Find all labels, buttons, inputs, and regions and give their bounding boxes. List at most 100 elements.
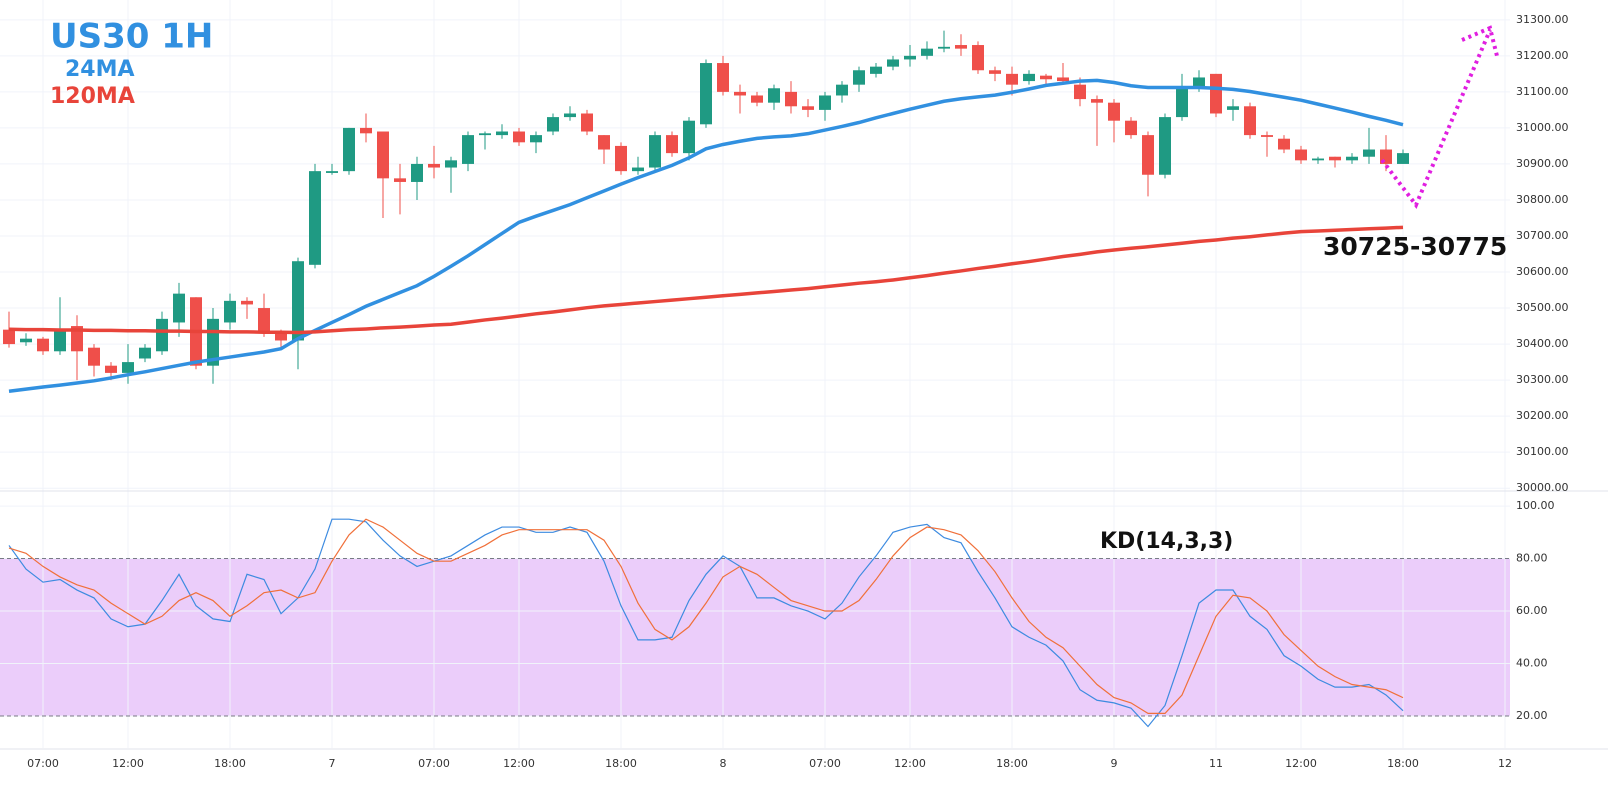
- zone-annotation: 30725-30775: [1323, 232, 1507, 261]
- candle-body: [326, 171, 338, 173]
- x-tick-label: 18:00: [996, 757, 1028, 770]
- candle-body: [37, 338, 49, 352]
- indicator-line: [8, 78, 1404, 394]
- legend-120ma: 120MA: [50, 84, 135, 109]
- candle-body: [1227, 106, 1239, 110]
- y-tick-label: 30100.00: [1516, 445, 1569, 458]
- candle-body: [20, 338, 32, 343]
- candle-body: [853, 70, 865, 85]
- y-tick-label: 40.00: [1516, 657, 1548, 670]
- candle-body: [1057, 77, 1069, 82]
- candle-body: [411, 163, 423, 182]
- x-tick-label: 12:00: [112, 757, 144, 770]
- y-tick-label: 30800.00: [1516, 193, 1569, 206]
- candle-body: [3, 329, 15, 345]
- y-tick-label: 20.00: [1516, 709, 1548, 722]
- candle-body: [224, 300, 236, 323]
- x-tick-label: 8: [720, 757, 727, 770]
- candle-body: [1278, 138, 1290, 150]
- candle-body: [1142, 135, 1154, 175]
- candle-body: [921, 48, 933, 56]
- x-tick-label: 18:00: [605, 757, 637, 770]
- x-tick-label: 7: [329, 757, 336, 770]
- candle-body: [54, 329, 66, 352]
- candle-body: [1312, 158, 1324, 161]
- candle-body: [666, 135, 678, 154]
- candle-body: [139, 347, 151, 359]
- y-tick-label: 30300.00: [1516, 373, 1569, 386]
- x-tick-label: 07:00: [809, 757, 841, 770]
- candle-body: [496, 131, 508, 136]
- candle-body: [683, 120, 695, 154]
- candle-body: [1125, 120, 1137, 136]
- candle-body: [870, 66, 882, 74]
- x-tick-label: 12: [1498, 757, 1512, 770]
- candle-body: [462, 135, 474, 164]
- x-tick-label: 07:00: [27, 757, 59, 770]
- candle-body: [615, 145, 627, 172]
- candle-body: [479, 133, 491, 136]
- candle-body: [1210, 73, 1222, 114]
- candle-body: [632, 167, 644, 172]
- x-tick-label: 12:00: [503, 757, 535, 770]
- candle-body: [751, 95, 763, 103]
- candle-body: [1261, 135, 1273, 137]
- y-tick-label: 80.00: [1516, 552, 1548, 565]
- candle-body: [904, 55, 916, 60]
- y-tick-label: 100.00: [1516, 499, 1555, 512]
- backgrounds: [0, 558, 1510, 716]
- y-tick-label: 30600.00: [1516, 265, 1569, 278]
- candle-body: [122, 362, 134, 373]
- x-tick-label: 18:00: [214, 757, 246, 770]
- indicator-line: [8, 518, 1404, 714]
- candle-body: [1193, 77, 1205, 89]
- forecast-arrowhead: [1461, 25, 1499, 57]
- candle-body: [1363, 149, 1375, 157]
- candle-body: [1074, 84, 1086, 100]
- candle-body: [1346, 156, 1358, 161]
- candle-body: [887, 59, 899, 67]
- marks: [0, 30, 1510, 728]
- stoch-band: [0, 558, 1510, 716]
- candle-body: [1159, 117, 1171, 175]
- candle-body: [105, 365, 117, 373]
- x-tick-label: 9: [1111, 757, 1118, 770]
- candle-body: [1006, 73, 1018, 85]
- candle-body: [1091, 99, 1103, 103]
- candle-body: [649, 135, 661, 168]
- candle-body: [88, 347, 100, 366]
- x-tick-label: 18:00: [1387, 757, 1419, 770]
- candle-body: [972, 45, 984, 71]
- candle-body: [700, 63, 712, 125]
- x-tick-label: 12:00: [894, 757, 926, 770]
- candle-body: [360, 127, 372, 134]
- candle-body: [581, 113, 593, 132]
- y-tick-label: 31200.00: [1516, 49, 1569, 62]
- y-tick-label: 30200.00: [1516, 409, 1569, 422]
- candle-body: [258, 308, 270, 334]
- y-tick-label: 30700.00: [1516, 229, 1569, 242]
- candle-body: [394, 178, 406, 182]
- x-tick-label: 07:00: [418, 757, 450, 770]
- candle-body: [275, 333, 287, 341]
- candle-body: [768, 88, 780, 103]
- candle-body: [343, 127, 355, 172]
- candle-body: [734, 91, 746, 96]
- indicator-line: [8, 225, 1404, 335]
- chart-title: US30 1H: [50, 17, 213, 57]
- candle-body: [598, 135, 610, 150]
- candle-body: [156, 318, 168, 352]
- candle-body: [1040, 75, 1052, 80]
- candle-body: [802, 106, 814, 110]
- candle-body: [173, 293, 185, 323]
- candle-body: [564, 113, 576, 118]
- y-tick-label: 60.00: [1516, 604, 1548, 617]
- candle-body: [989, 70, 1001, 74]
- y-tick-label: 31300.00: [1516, 13, 1569, 26]
- y-tick-label: 30000.00: [1516, 481, 1569, 494]
- candle-body: [530, 135, 542, 143]
- indicator-label: KD(14,3,3): [1100, 529, 1233, 554]
- candle-body: [292, 261, 304, 341]
- candle-body: [1244, 106, 1256, 136]
- candle-body: [1176, 88, 1188, 118]
